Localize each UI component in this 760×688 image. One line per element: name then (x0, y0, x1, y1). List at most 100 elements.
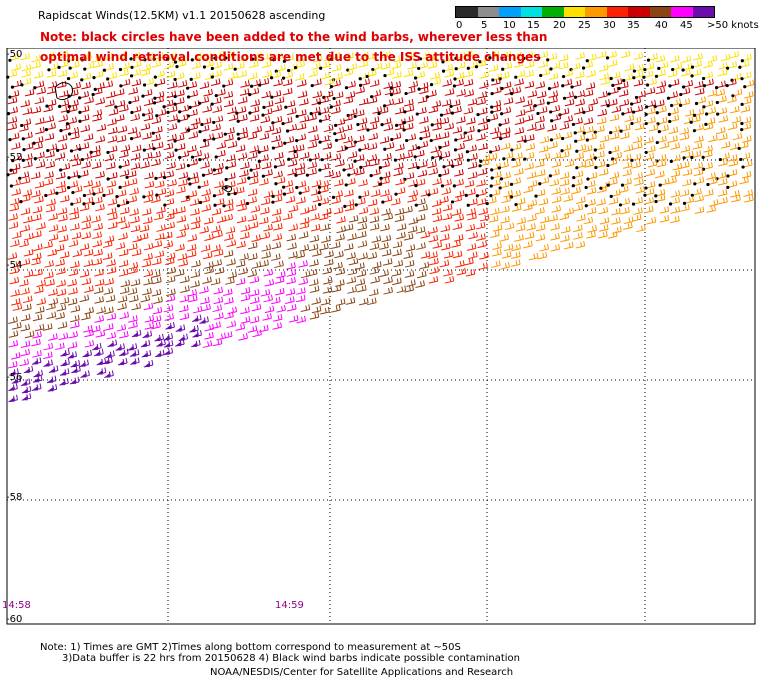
wind-barb-flag (252, 197, 254, 203)
wind-barb-flag (303, 60, 306, 66)
quality-flag-circle (620, 183, 625, 187)
wind-barb-flag (472, 99, 475, 105)
wind-barb (56, 271, 66, 275)
wind-barb-flag (268, 115, 271, 121)
quality-flag-circle (235, 111, 239, 115)
wind-barb-flag (732, 62, 735, 68)
wind-barb-flag (548, 68, 551, 74)
wind-barb-flag (568, 225, 571, 232)
wind-barb-flag (111, 277, 114, 284)
wind-barb (287, 172, 297, 176)
wind-barb-flag (100, 60, 103, 66)
wind-barb-flag (184, 276, 187, 282)
wind-barb-flag (108, 278, 111, 284)
wind-barb (68, 244, 78, 248)
quality-flag-circle (78, 110, 82, 114)
wind-barb-flag (376, 132, 379, 138)
wind-barb (286, 273, 296, 277)
wind-barb-flag (37, 143, 40, 149)
wind-barb-flag (424, 106, 427, 113)
wind-barb-flag (602, 125, 605, 131)
wind-barb-flag (400, 188, 403, 193)
wind-barb (586, 74, 596, 78)
wind-barb-flag (215, 226, 218, 232)
wind-barb-flag (554, 179, 557, 185)
wind-barb-flag (542, 115, 545, 121)
quality-flag-circle (248, 93, 252, 97)
wind-barb-flag (42, 180, 45, 187)
wind-barb-flag (279, 208, 282, 214)
wind-barb-flag (676, 126, 679, 132)
wind-barb (307, 145, 317, 149)
wind-barb-flag (252, 253, 255, 259)
wind-barb-flag (351, 189, 354, 195)
wind-barb (597, 113, 607, 117)
wind-barb-flag (613, 198, 616, 204)
wind-barb-flag (15, 167, 18, 173)
wind-barb-flag (55, 288, 58, 294)
wind-barb-flag (74, 224, 77, 230)
wind-barb-flag (151, 171, 154, 178)
wind-barb-flag (472, 172, 475, 178)
wind-barb-flag (696, 189, 699, 195)
wind-barb-flag (168, 241, 171, 247)
wind-barb-flag (207, 140, 210, 146)
wind-barb-flag (603, 225, 606, 231)
wind-barb-flag (362, 135, 365, 141)
wind-barb (35, 165, 45, 169)
wind-barb-flag (638, 161, 641, 167)
wind-barb-flag (582, 152, 585, 158)
wind-barb (453, 157, 463, 161)
wind-barb (201, 193, 211, 197)
wind-barb (249, 118, 260, 122)
wind-barb (91, 185, 101, 189)
wind-barb-flag (749, 135, 752, 141)
wind-barb-flag (517, 153, 520, 159)
wind-barb (396, 236, 406, 240)
wind-barb-flag (580, 135, 583, 141)
wind-barb-flag (205, 245, 208, 251)
wind-barb-flag (304, 122, 307, 128)
wind-barb (620, 136, 630, 140)
quality-flag-circle (203, 138, 207, 143)
wind-barb-flag (280, 233, 283, 239)
wind-barb-flag (472, 162, 475, 168)
quality-flag-circle (701, 76, 706, 81)
wind-barb (288, 255, 298, 259)
wind-barb-flag (564, 213, 567, 219)
wind-barb (202, 256, 213, 260)
wind-barb-flag (95, 151, 98, 156)
quality-flag-circle (668, 119, 672, 124)
wind-barb-flag (265, 232, 268, 238)
wind-barb-flag (293, 276, 296, 282)
wind-barb-flag (87, 105, 90, 111)
wind-barb (404, 274, 414, 278)
wind-barb-flag (688, 145, 691, 151)
wind-barb-flag (577, 233, 580, 239)
wind-barb-flag (239, 187, 242, 193)
wind-barb (248, 257, 258, 261)
wind-barb (118, 253, 129, 257)
wind-barb-flag (725, 158, 728, 164)
wind-barb-flag (307, 221, 310, 227)
wind-barb-flag (518, 235, 521, 241)
wind-barb (116, 139, 127, 143)
wind-barb-flag (364, 143, 367, 149)
wind-barb-flag (748, 91, 751, 97)
quality-flag-circle (271, 146, 275, 150)
wind-barb-flag (207, 53, 210, 59)
wind-barb-flag (283, 270, 286, 277)
wind-barb-flag (133, 262, 136, 268)
wind-barb-flag (401, 259, 404, 265)
wind-barb-flag (472, 179, 475, 186)
wind-barb-flag (50, 205, 53, 211)
wind-barb-flag (173, 161, 176, 167)
wind-barb-flag (409, 271, 412, 277)
wind-barb-flag (161, 141, 164, 147)
wind-barb (204, 265, 214, 269)
wind-barb-flag (50, 123, 53, 129)
wind-barb-flag (451, 250, 454, 257)
wind-barb-flag (31, 142, 34, 148)
quality-flag-circle (609, 76, 613, 81)
wind-barb-flag (475, 171, 478, 177)
